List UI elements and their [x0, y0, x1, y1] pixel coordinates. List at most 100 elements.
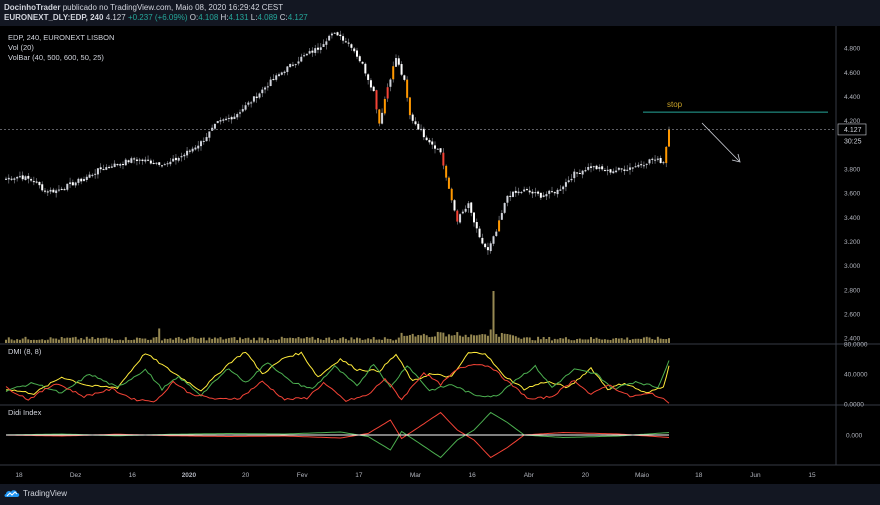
candle-body: [264, 87, 267, 90]
candle-body: [648, 159, 651, 164]
volume-bar: [623, 339, 626, 343]
candle-body: [372, 86, 375, 92]
candle-body: [144, 159, 147, 162]
volume-bar: [300, 338, 303, 343]
candle-body: [523, 189, 526, 192]
volume-bar: [138, 337, 141, 343]
candle-body: [431, 141, 434, 145]
candle-body: [464, 208, 467, 212]
candle-body: [486, 247, 489, 251]
volume-bar: [537, 336, 540, 343]
volume-bar: [166, 339, 169, 343]
volume-bar: [378, 339, 381, 343]
time-axis-label: Jun: [750, 472, 761, 479]
candle-body: [41, 184, 44, 191]
volume-bar: [403, 335, 406, 343]
symbol-name[interactable]: EURONEXT_DLY:EDP, 240: [4, 13, 104, 22]
candle-body: [562, 186, 565, 190]
volume-bar: [564, 337, 567, 343]
tradingview-brand[interactable]: TradingView: [23, 488, 68, 498]
volume-bar: [556, 339, 559, 343]
volume-bar: [489, 329, 492, 343]
volume-bar: [369, 339, 372, 343]
volume-bar: [534, 340, 537, 343]
candle-body: [389, 79, 392, 87]
candle-body: [598, 167, 601, 169]
candle-body: [225, 118, 228, 121]
author-name[interactable]: DocinhoTrader: [4, 3, 61, 12]
volume-bar: [83, 339, 85, 343]
price-axis-label: 3.200: [844, 239, 861, 246]
candle-body: [567, 180, 570, 183]
candle-body: [77, 178, 80, 183]
volume-bar: [236, 340, 239, 343]
volume-bar: [383, 337, 386, 343]
candle-body: [116, 164, 119, 166]
volume-bar: [105, 337, 108, 343]
volume-bar: [525, 337, 528, 343]
dmi-legend: DMI (8, 8): [8, 347, 42, 356]
candle-body: [665, 146, 668, 164]
candle-body: [322, 44, 325, 47]
dmi-line-adx: [5, 351, 670, 395]
candle-body: [361, 61, 364, 64]
volume-bar: [280, 336, 283, 343]
candle-body: [590, 166, 592, 168]
volume-bar: [400, 332, 403, 343]
didi-lines: [5, 411, 670, 459]
candle-body: [191, 148, 194, 152]
volume-bar: [481, 334, 484, 343]
volume-bar: [108, 338, 111, 343]
candle-body: [16, 176, 19, 179]
volume-bar: [222, 339, 225, 343]
volume-bar: [453, 335, 456, 343]
candle-body: [163, 164, 166, 166]
tradingview-logo-icon: [4, 490, 20, 497]
candle-body: [63, 189, 66, 191]
chart-svg[interactable]: 4.800 4.600 4.400 4.200 3.800 3.600 3.400 3.200…: [0, 26, 880, 484]
time-axis-label: 15: [808, 472, 816, 479]
volume-bar: [590, 337, 592, 343]
volume-bar: [32, 339, 35, 343]
candle-body: [133, 158, 136, 160]
chart-area[interactable]: 4.800 4.600 4.400 4.200 3.800 3.600 3.400 3.200…: [0, 26, 880, 484]
candle-body: [339, 34, 342, 37]
volume-bar: [445, 336, 448, 343]
volume-bar: [642, 337, 645, 343]
candle-body: [400, 64, 403, 75]
candle-body: [38, 181, 41, 186]
volume-bar: [654, 339, 657, 343]
volume-bar: [542, 337, 545, 343]
volume-bar: [603, 339, 606, 343]
volume-bar: [333, 339, 336, 343]
volume-bar: [617, 338, 620, 343]
candle-body: [498, 220, 501, 232]
trend-arrow[interactable]: [701, 122, 741, 163]
low-value: 4.089: [257, 13, 278, 22]
candle-body: [303, 55, 306, 57]
candle-body: [422, 128, 425, 138]
candle-body: [381, 112, 384, 124]
volume-bar: [620, 338, 623, 343]
candle-body: [130, 158, 133, 163]
volbar-legend: VolBar (40, 500, 600, 50, 25): [8, 53, 104, 62]
candle-body: [124, 159, 127, 166]
didi-legend: Didi Index: [8, 408, 42, 417]
volume-bar: [297, 337, 300, 343]
candle-body: [534, 192, 537, 194]
candle-body: [615, 170, 618, 173]
volume-bar: [467, 337, 470, 343]
footer[interactable]: TradingView: [4, 488, 67, 498]
candle-body: [564, 182, 567, 187]
didi-axis-label: 0.000: [846, 433, 863, 440]
candle-body: [96, 168, 99, 175]
candle-body: [252, 96, 255, 102]
candle-body: [445, 165, 448, 178]
candle-body: [358, 56, 361, 62]
volume-bar: [244, 338, 247, 343]
volume-bar: [308, 337, 311, 343]
high-label: H:: [220, 13, 229, 22]
candle-body: [500, 213, 503, 220]
volume-bar: [116, 340, 119, 343]
volume-bar: [258, 337, 261, 343]
